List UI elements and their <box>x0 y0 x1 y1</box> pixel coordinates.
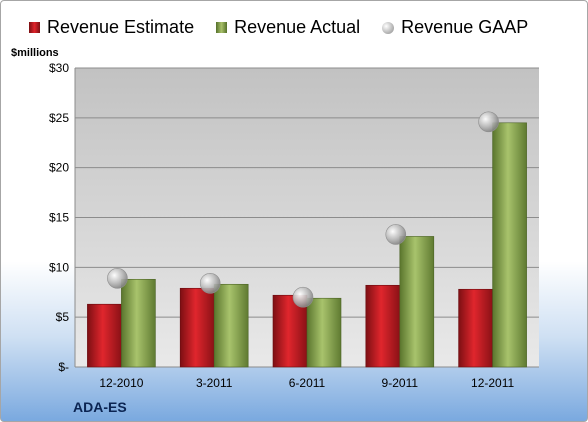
y-tick-label: $- <box>58 360 69 374</box>
x-tick-label: 9-2011 <box>382 376 419 390</box>
actual-swatch <box>216 22 228 33</box>
legend-item-gaap: Revenue GAAP <box>382 17 528 38</box>
y-tick-label: $30 <box>49 61 69 75</box>
estimate-bar <box>179 287 215 368</box>
gaap-point <box>478 111 499 133</box>
y-tick-label: $5 <box>56 310 70 324</box>
gaap-point <box>292 286 314 308</box>
y-tick-label: $10 <box>49 260 69 274</box>
gaap-swatch <box>382 21 395 34</box>
gaap-point <box>385 224 407 245</box>
x-axis-ticks: 12-2010 3-2011 6-2011 9-2011 12-2011 <box>99 376 514 390</box>
actual-bar <box>121 278 156 368</box>
gaap-points <box>107 111 499 308</box>
estimate-bar <box>87 303 122 368</box>
actual-bar <box>399 236 435 368</box>
actual-bar <box>306 297 342 368</box>
y-tick-label: $20 <box>49 161 69 175</box>
y-axis-ticks: $- $5 $10 $15 $20 $25 $30 <box>49 61 69 374</box>
estimate-bar <box>365 284 401 368</box>
y-tick-label: $25 <box>49 111 69 125</box>
bars <box>87 122 527 368</box>
legend: Revenue Estimate Revenue Actual Revenue … <box>29 17 528 38</box>
x-tick-label: 6-2011 <box>289 376 326 390</box>
y-tick-label: $15 <box>49 211 69 225</box>
x-tick-label: 3-2011 <box>196 376 233 390</box>
estimate-swatch <box>29 22 40 33</box>
actual-bar <box>213 283 249 368</box>
estimate-bar <box>458 288 493 368</box>
legend-label-estimate: Revenue Estimate <box>47 17 195 37</box>
gaap-point <box>107 267 128 289</box>
legend-item-estimate: Revenue Estimate <box>29 17 194 38</box>
ticker-label: ADA-ES <box>73 399 127 415</box>
x-tick-label: 12-2011 <box>471 376 514 390</box>
actual-bar <box>492 122 527 368</box>
legend-label-gaap: Revenue GAAP <box>401 17 529 37</box>
y-unit-label: $millions <box>11 47 59 59</box>
x-tick-label: 12-2010 <box>99 376 143 390</box>
legend-label-actual: Revenue Actual <box>234 17 361 37</box>
legend-item-actual: Revenue Actual <box>216 17 360 38</box>
gaap-point <box>199 272 221 294</box>
